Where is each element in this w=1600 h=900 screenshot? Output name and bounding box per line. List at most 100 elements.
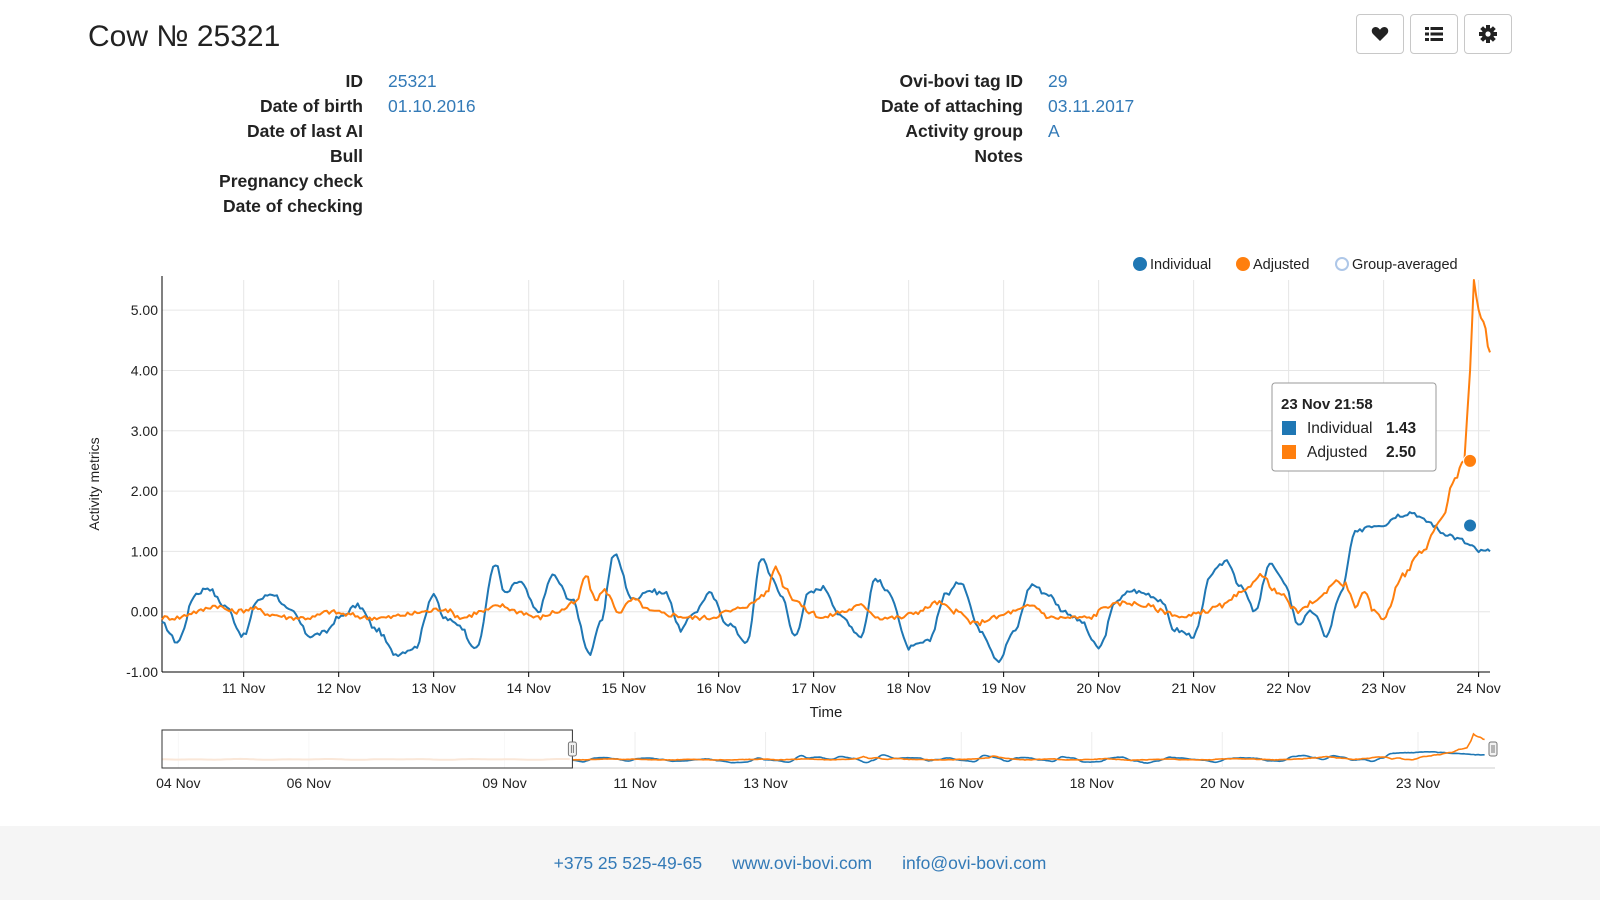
info-value: A [1048,121,1060,141]
navigator-tick-label: 11 Nov [613,775,656,791]
x-tick-label: 20 Nov [1076,680,1120,696]
x-tick-label: 23 Nov [1361,680,1405,696]
info-row-id: ID 25321 [88,69,476,94]
y-tick-label: -1.00 [126,664,158,680]
handle-body [1488,741,1498,757]
info-row-date-of-attaching: Date of attaching 03.11.2017 [790,94,1134,119]
navigator-tick-label: 18 Nov [1070,775,1114,791]
cow-info-left: ID 25321 Date of birth 01.10.2016 Date o… [88,69,476,219]
info-row-tag-id: Ovi-bovi tag ID 29 [790,69,1134,94]
toolbar [1356,14,1512,54]
tooltip-series-value: 2.50 [1386,444,1416,461]
x-tick-label: 15 Nov [601,680,645,696]
x-tick-label: 24 Nov [1456,680,1500,696]
info-row-pregnancy-check: Pregnancy check [88,169,476,194]
y-tick-label: 4.00 [131,362,158,378]
tooltip-series-value: 1.43 [1386,420,1417,437]
x-axis-label: Time [810,704,843,721]
navigator-tick-label: 04 Nov [156,775,200,791]
info-label: Date of attaching [881,96,1023,116]
info-row-bull: Bull [88,144,476,169]
navigator-tick-label: 20 Nov [1200,775,1244,791]
navigator-series-individual [572,751,1485,765]
y-axis-label: Activity metrics [86,437,102,530]
legend-item-individual[interactable]: Individual [1133,257,1211,273]
tooltip-title: 23 Nov 21:58 [1281,396,1373,413]
tooltip-swatch [1282,445,1296,459]
chart-axes: 5.00 4.00 3.00 2.00 1.00 0.00 -1.00 11 Nov 12 No… [86,276,1501,721]
navigator-handle-right[interactable] [1488,741,1498,757]
heart-icon [1371,27,1389,41]
info-label: Notes [974,146,1023,166]
chart-series [161,279,1491,664]
y-tick-label: 2.00 [131,483,158,499]
x-tick-label: 18 Nov [886,680,930,696]
navigator-handle-left-range[interactable] [567,741,577,757]
info-label: Activity group [905,121,1023,141]
legend-label: Individual [1150,257,1211,273]
x-tick-label: 17 Nov [791,680,835,696]
info-row-date-of-last-ai: Date of last AI [88,119,476,144]
page-title: Cow № 25321 [88,20,281,53]
info-value: 01.10.2016 [388,96,476,116]
legend-label: Adjusted [1253,257,1309,273]
x-tick-label: 22 Nov [1266,680,1310,696]
info-label: ID [345,71,364,91]
info-row-date-of-birth: Date of birth 01.10.2016 [88,94,476,119]
series-line-individual [161,511,1491,664]
y-tick-label: 1.00 [131,543,158,559]
chart-legend: Individual Adjusted Group-averaged [1133,257,1458,273]
tooltip-box [1271,382,1437,472]
x-tick-label: 11 Nov [222,680,265,696]
list-button[interactable] [1410,14,1458,54]
activity-chart-svg[interactable]: Individual Adjusted Group-averaged 5.00 4.0… [0,240,1600,800]
info-row-activity-group: Activity group A [790,119,1134,144]
info-row-notes: Notes [790,144,1134,169]
x-tick-label: 16 Nov [696,680,740,696]
legend-label: Group-averaged [1352,257,1458,273]
navigator-tick-label: 13 Nov [743,775,787,791]
info-label: Date of last AI [246,121,363,141]
tooltip-series-name: Individual [1307,420,1373,437]
info-value: 29 [1048,71,1068,91]
footer: +375 25 525-49-65 www.ovi-bovi.com info@… [0,826,1600,900]
info-label: Pregnancy check [219,171,363,191]
footer-email-link[interactable]: info@ovi-bovi.com [902,852,1047,873]
settings-button[interactable] [1464,14,1512,54]
cow-info-right: Ovi-bovi tag ID 29 Date of attaching 03.… [790,69,1134,169]
legend-item-adjusted[interactable]: Adjusted [1236,257,1309,273]
activity-chart[interactable]: Individual Adjusted Group-averaged 5.00 4.0… [0,240,1600,800]
footer-website-link[interactable]: www.ovi-bovi.com [732,852,873,873]
x-tick-label: 13 Nov [411,680,455,696]
chart-navigator[interactable]: 04 Nov 06 Nov 09 Nov 11 Nov 13 Nov 16 Nov 18 N… [156,729,1498,791]
navigator-series-adjusted [572,732,1485,762]
favorite-button[interactable] [1356,14,1404,54]
handle-body [567,741,577,757]
navigator-tick-label: 09 Nov [482,775,526,791]
info-label: Ovi-bovi tag ID [899,71,1023,91]
series-line-adjusted [161,279,1491,627]
y-tick-label: 5.00 [131,302,158,318]
navigator-selection[interactable] [161,729,573,769]
legend-item-group-averaged[interactable]: Group-averaged [1335,257,1458,273]
x-tick-label: 21 Nov [1171,680,1215,696]
info-value: 03.11.2017 [1048,96,1135,116]
info-value: 25321 [388,71,437,91]
navigator-tick-label: 16 Nov [939,775,983,791]
info-label: Bull [329,146,363,166]
legend-marker [1335,257,1349,271]
chart-grid [162,280,1490,673]
footer-phone-link[interactable]: +375 25 525-49-65 [553,852,703,873]
list-icon [1425,27,1443,41]
chart-tooltip: 23 Nov 21:58 Individual 1.43 Adjusted 2.50 [1271,382,1478,533]
info-label: Date of checking [222,196,363,216]
x-tick-label: 19 Nov [981,680,1025,696]
tooltip-series-name: Adjusted [1307,444,1367,461]
info-row-date-of-checking: Date of checking [88,194,476,219]
navigator-tick-label: 06 Nov [287,775,331,791]
x-tick-label: 14 Nov [506,680,550,696]
legend-marker [1133,257,1147,271]
x-tick-label: 12 Nov [317,680,361,696]
gear-icon [1479,25,1497,43]
info-label: Date of birth [259,96,363,116]
